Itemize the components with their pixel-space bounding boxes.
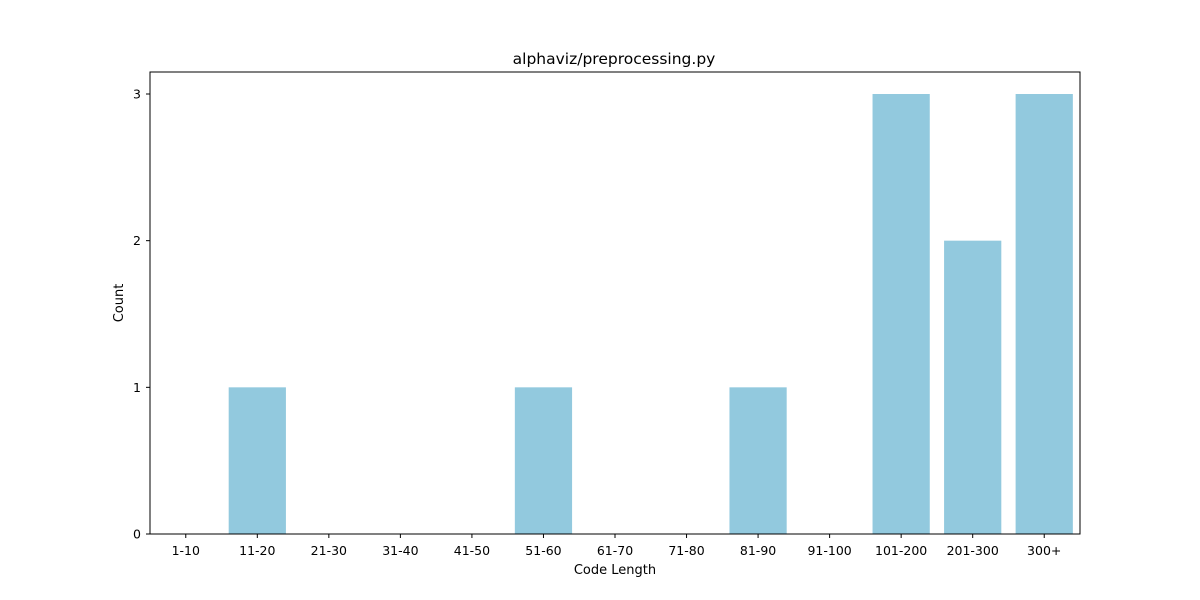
bar-101-200 [872, 94, 930, 534]
x-tick-label: 41-50 [454, 543, 490, 558]
x-axis-ticks: 1-10 11-20 21-30 31-40 41-50 51-60 61-70 71-80 8… [172, 534, 1061, 558]
x-tick-label: 31-40 [382, 543, 418, 558]
bar-201-300 [944, 240, 1002, 534]
plot-frame [149, 71, 1081, 535]
x-tick-label: 61-70 [597, 543, 633, 558]
bar-300+ [1015, 94, 1073, 534]
x-tick-label: 21-30 [311, 543, 347, 558]
chart-title: alphaviz/preprocessing.py [513, 50, 716, 68]
x-tick-label: 1-10 [172, 543, 200, 558]
x-tick-label: 71-80 [668, 543, 704, 558]
y-tick-label: 1 [133, 380, 141, 395]
x-tick-label: 201-300 [947, 543, 999, 558]
x-tick-label: 300+ [1027, 543, 1061, 558]
x-axis-label: Code Length [574, 563, 656, 578]
x-tick-label: 51-60 [525, 543, 561, 558]
bar-81-90 [729, 387, 787, 534]
y-axis-label: Count [112, 284, 127, 323]
x-tick-label: 91-100 [807, 543, 851, 558]
bar-51-60 [514, 387, 573, 534]
y-tick-label: 3 [133, 87, 141, 102]
x-tick-label: 101-200 [875, 543, 927, 558]
y-tick-label: 0 [133, 527, 141, 542]
x-tick-label: 11-20 [239, 543, 275, 558]
x-tick-label: 81-90 [740, 543, 776, 558]
bar-11-20 [228, 387, 286, 534]
y-tick-label: 2 [133, 233, 141, 248]
bars-group [228, 94, 1073, 534]
y-axis-ticks: 0 1 2 3 [133, 87, 150, 542]
